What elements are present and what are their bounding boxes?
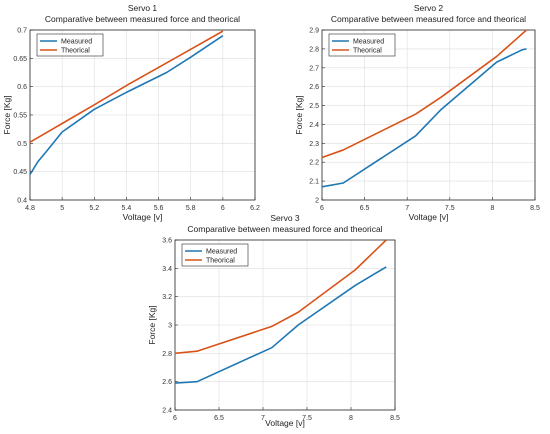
y-tick-label: 3 bbox=[168, 323, 172, 330]
chart-title: Servo 3 bbox=[270, 213, 300, 223]
y-tick-label: 2.4 bbox=[162, 408, 172, 415]
x-tick-label: 6 bbox=[173, 415, 177, 422]
x-tick-label: 6.5 bbox=[214, 415, 224, 422]
legend-label-measured: Measured bbox=[61, 39, 92, 46]
plot-area bbox=[322, 30, 535, 200]
y-tick-label: 2.6 bbox=[309, 84, 319, 91]
x-tick-label: 8 bbox=[490, 205, 494, 212]
series-line-theorical bbox=[321, 29, 528, 159]
series-line-measured bbox=[321, 48, 527, 188]
x-tick-label: 7.5 bbox=[302, 415, 312, 422]
x-tick-label: 7.5 bbox=[445, 205, 455, 212]
x-tick-label: 8 bbox=[349, 415, 353, 422]
legend: Measured Theorical bbox=[328, 33, 396, 57]
y-axis-label: Force [Kg] bbox=[294, 95, 304, 134]
y-tick-label: 2.3 bbox=[309, 141, 319, 148]
y-tick-label: 2.7 bbox=[309, 65, 319, 72]
chart-title: Servo 1 bbox=[128, 3, 158, 13]
series-line-measured bbox=[174, 266, 387, 384]
legend: Measured Theorical bbox=[36, 33, 104, 57]
legend-label-theorical: Theorical bbox=[61, 48, 90, 55]
y-axis-label: Force [Kg] bbox=[147, 305, 157, 344]
x-tick-label: 6.5 bbox=[360, 205, 370, 212]
chart-title: Servo 2 bbox=[414, 3, 444, 13]
y-tick-label: 2.9 bbox=[309, 28, 319, 35]
y-tick-label: 3.2 bbox=[162, 294, 172, 301]
x-tick-label: 6.2 bbox=[250, 205, 260, 212]
axes-box bbox=[321, 29, 536, 201]
y-tick-label: 3.4 bbox=[162, 266, 172, 273]
y-tick-label: 2.2 bbox=[309, 160, 319, 167]
y-tick-label: 0.7 bbox=[17, 28, 27, 35]
chart-subtitle: Comparative between measured force and t… bbox=[45, 14, 240, 24]
y-tick-label: 2.8 bbox=[309, 46, 319, 53]
x-tick-label: 5.6 bbox=[154, 205, 164, 212]
legend-label-theorical: Theorical bbox=[206, 258, 235, 265]
series-line-theorical bbox=[174, 239, 387, 355]
legend: Measured Theorical bbox=[181, 243, 249, 267]
y-tick-label: 0.55 bbox=[13, 113, 27, 120]
y-tick-label: 2 bbox=[315, 198, 319, 205]
x-tick-label: 8.5 bbox=[530, 205, 540, 212]
y-tick-label: 2.6 bbox=[162, 379, 172, 386]
legend-label-measured: Measured bbox=[206, 249, 237, 256]
y-tick-label: 2.8 bbox=[162, 351, 172, 358]
x-tick-label: 5.2 bbox=[89, 205, 99, 212]
y-tick-label: 0.6 bbox=[17, 84, 27, 91]
chart-subtitle: Comparative between measured force and t… bbox=[187, 224, 382, 234]
y-tick-label: 0.65 bbox=[13, 56, 27, 63]
x-axis-label: Voltage [v] bbox=[409, 212, 449, 222]
x-tick-label: 5.4 bbox=[122, 205, 132, 212]
x-tick-label: 7 bbox=[261, 415, 265, 422]
series-line-measured bbox=[29, 35, 224, 175]
y-tick-label: 3.6 bbox=[162, 238, 172, 245]
legend-label-theorical: Theorical bbox=[353, 48, 382, 55]
y-tick-label: 2.5 bbox=[309, 103, 319, 110]
y-tick-label: 2.4 bbox=[309, 122, 319, 129]
x-tick-label: 5.8 bbox=[186, 205, 196, 212]
x-tick-label: 4.8 bbox=[25, 205, 35, 212]
chart-subtitle: Comparative between measured force and t… bbox=[331, 14, 526, 24]
chart-1: 4.8 5 5.2 5.4 5.6 5.8 6 6.2 0.4 0.45 0.5 0.55 0.6 0.6… bbox=[2, 3, 260, 222]
chart-3: 6 6.5 7 7.5 8 8.5 2.4 2.6 2.8 3 3.2 3.4 3.6 Servo 3Co… bbox=[147, 213, 400, 428]
x-tick-label: 7 bbox=[405, 205, 409, 212]
chart-2: 6 6.5 7 7.5 8 8.5 2 2.1 2.2 2.3 2.4 2.5 2.6 2.7 2.8 2.9… bbox=[294, 3, 540, 222]
axes-box bbox=[29, 29, 256, 201]
x-axis-label: Voltage [v] bbox=[123, 212, 163, 222]
x-axis-label: Voltage [v] bbox=[265, 418, 305, 428]
x-tick-label: 5 bbox=[60, 205, 64, 212]
series-line-theorical bbox=[29, 30, 224, 143]
y-tick-label: 0.5 bbox=[17, 141, 27, 148]
y-tick-label: 0.4 bbox=[17, 198, 27, 205]
x-tick-label: 6 bbox=[221, 205, 225, 212]
axes-box bbox=[174, 239, 396, 411]
legend-label-measured: Measured bbox=[353, 39, 384, 46]
x-tick-label: 6 bbox=[320, 205, 324, 212]
y-tick-label: 0.45 bbox=[13, 169, 27, 176]
x-tick-label: 8.5 bbox=[390, 415, 400, 422]
y-tick-label: 2.1 bbox=[309, 179, 319, 186]
y-axis-label: Force [Kg] bbox=[2, 95, 12, 134]
